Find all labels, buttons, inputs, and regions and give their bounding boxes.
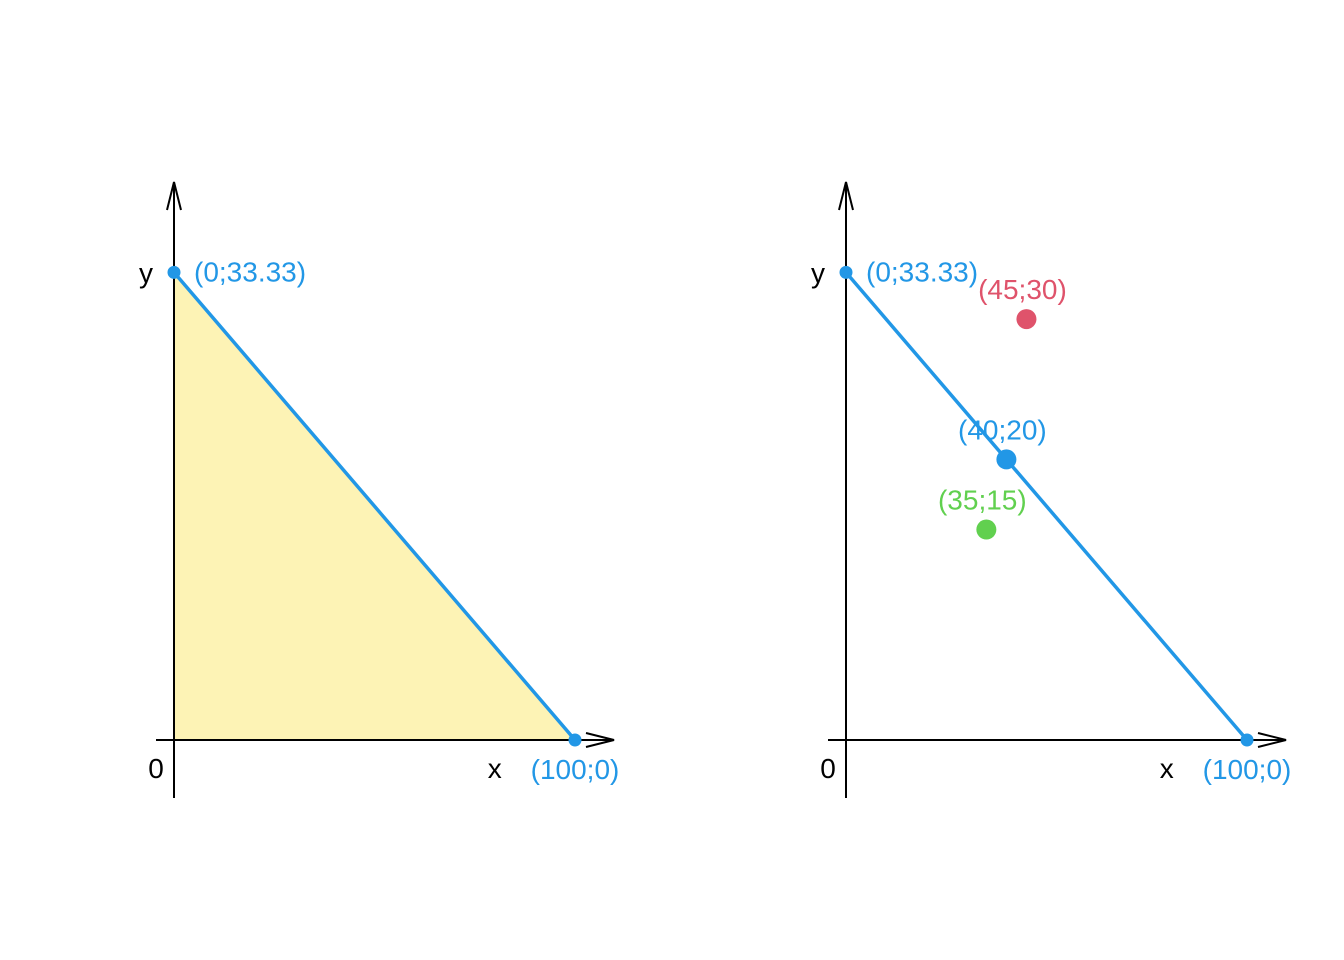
- constraint-line: [172, 271, 577, 742]
- data-point: [1016, 309, 1037, 330]
- y-axis-label: y: [811, 257, 825, 288]
- x-axis-arrowhead: [1257, 732, 1287, 748]
- data-point: [996, 449, 1017, 470]
- origin-label: 0: [820, 753, 836, 784]
- y-axis-arrowhead: [166, 181, 182, 211]
- y-axis-label: y: [139, 257, 153, 288]
- data-point: [1240, 733, 1254, 747]
- point-label: (40;20): [958, 414, 1047, 445]
- point-label: (100;0): [531, 754, 620, 785]
- point-label: (45;30): [978, 274, 1067, 305]
- origin-label: 0: [148, 753, 164, 784]
- x-axis-label: x: [1160, 753, 1174, 784]
- left-panel-feasible-region: 0 x y (0;33.33) (100;0): [139, 181, 620, 798]
- point-label: (100;0): [1203, 754, 1292, 785]
- point-label: (0;33.33): [194, 256, 306, 287]
- constraint-line: [844, 271, 1249, 742]
- data-point: [568, 733, 582, 747]
- point-label: (35;15): [938, 485, 1027, 516]
- x-axis-arrowhead: [585, 732, 615, 748]
- y-axis-arrowhead: [838, 181, 854, 211]
- data-point: [167, 265, 181, 279]
- point-label: (0;33.33): [866, 256, 978, 287]
- right-panel-test-points: 0 x y (0;33.33) (100;0) (45;30) (40;20) (35;15): [811, 181, 1292, 798]
- data-point: [839, 265, 853, 279]
- x-axis-label: x: [488, 753, 502, 784]
- data-point: [976, 519, 997, 540]
